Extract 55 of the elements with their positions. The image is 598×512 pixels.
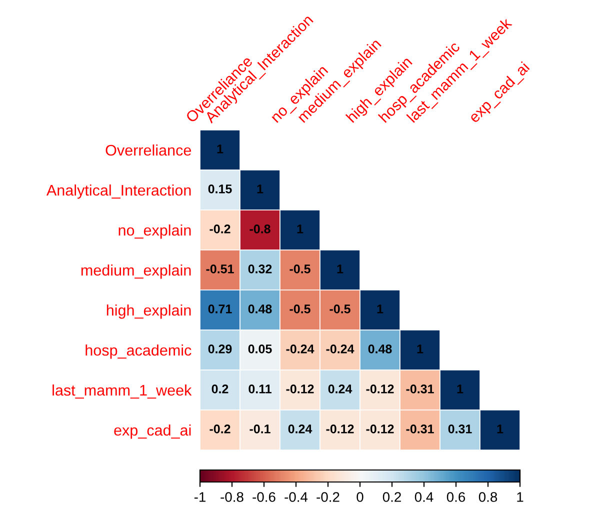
data-label: 0.05 <box>248 344 272 354</box>
data-label: 1 <box>377 304 384 314</box>
data-label: 0.71 <box>208 304 232 314</box>
data-label: -0.5 <box>290 264 310 274</box>
data-label: 0.48 <box>368 344 392 354</box>
data-label: 1 <box>417 344 424 354</box>
y-tick-label: Analytical_Interaction <box>46 184 191 199</box>
data-label: 0.11 <box>248 384 272 394</box>
y-tick-label: hosp_academic <box>86 344 192 359</box>
y-tick-label: high_explain <box>106 304 191 319</box>
y-tick-label: Overreliance <box>106 144 191 156</box>
data-label: 1 <box>257 184 264 194</box>
color-bar-label: 1 <box>517 492 524 502</box>
y-tick-label: no_explain <box>118 224 191 239</box>
data-label: 1 <box>217 144 224 154</box>
color-bar-label: 0.2 <box>382 492 401 502</box>
data-label: 1 <box>457 384 464 394</box>
color-bar-label: -0.6 <box>252 492 276 502</box>
data-label: -0.51 <box>206 264 234 274</box>
color-bar-label: -0.4 <box>284 492 308 502</box>
data-label: 0.2 <box>212 384 228 394</box>
y-tick-label: last_mamm_1_week <box>52 384 192 399</box>
data-label: 1 <box>497 424 504 434</box>
color-bar-label: -0.8 <box>220 492 244 502</box>
color-bar-label: -0.2 <box>316 492 340 502</box>
data-label: 0.31 <box>448 424 472 434</box>
data-label: -0.12 <box>366 424 394 434</box>
data-label: 0.24 <box>328 384 352 394</box>
data-label: -0.12 <box>366 384 394 394</box>
data-label: 0.32 <box>248 264 272 274</box>
color-bar-label: -1 <box>194 492 206 502</box>
color-bar-label: 0 <box>356 492 364 502</box>
color-bar-label: 0.4 <box>414 492 434 502</box>
data-label: 0.48 <box>248 304 272 314</box>
data-label: -0.24 <box>286 344 314 354</box>
data-label: -0.8 <box>250 224 270 234</box>
data-label: -0.5 <box>290 304 310 314</box>
data-label: -0.31 <box>406 424 434 434</box>
data-label: -0.2 <box>210 424 230 434</box>
data-label: 1 <box>297 224 304 234</box>
color-bar-label: 0.8 <box>478 492 498 502</box>
data-label: 0.15 <box>208 184 232 194</box>
data-label: 1 <box>337 264 344 274</box>
data-label: -0.12 <box>286 384 314 394</box>
color-bar-label: 0.6 <box>446 492 466 502</box>
data-label: -0.24 <box>326 344 354 354</box>
data-label: -0.31 <box>406 384 434 394</box>
data-label: -0.12 <box>326 424 354 434</box>
data-label: 0.29 <box>208 344 232 354</box>
data-label: -0.2 <box>210 224 230 234</box>
y-tick-label: medium_explain <box>81 264 191 279</box>
data-label: -0.5 <box>330 304 350 314</box>
y-tick-label: exp_cad_ai <box>114 424 191 439</box>
data-label: -0.1 <box>250 424 270 434</box>
data-label: 0.24 <box>288 424 312 434</box>
